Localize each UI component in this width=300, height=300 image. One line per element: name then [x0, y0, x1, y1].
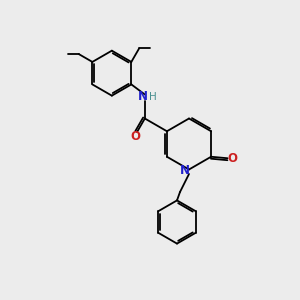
Text: H: H [149, 92, 157, 102]
Text: N: N [138, 90, 148, 103]
Text: N: N [180, 164, 190, 178]
Text: O: O [228, 152, 238, 165]
Text: O: O [130, 130, 140, 143]
